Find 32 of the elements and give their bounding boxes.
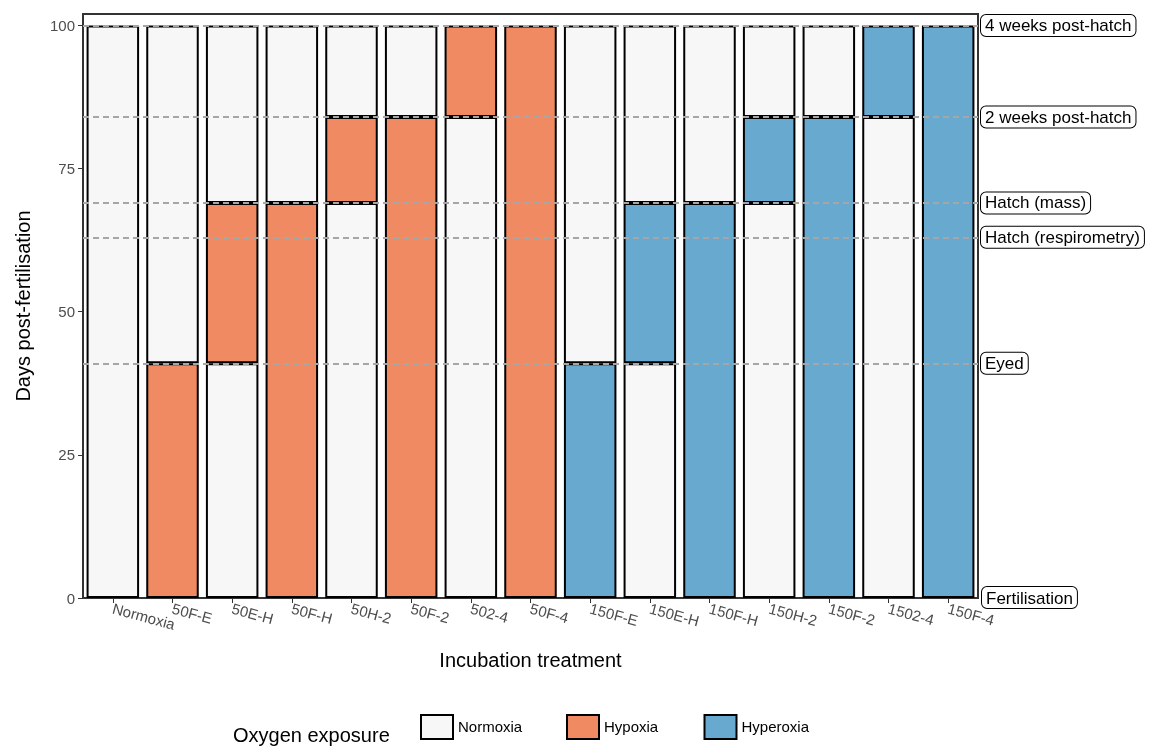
ref-line-label: Eyed (985, 353, 1024, 373)
y-tick-label: 75 (58, 160, 75, 178)
y-axis-title: Days post-fertilisation (12, 210, 34, 402)
bar (86, 25, 140, 598)
y-tick-label: 100 (49, 16, 75, 34)
legend-label: Hypoxia (604, 718, 659, 735)
bar (504, 25, 557, 598)
x-axis-title: Incubation treatment (439, 649, 623, 671)
x-tick-label: 150F-2 (826, 599, 877, 629)
legend-title: Oxygen exposure (233, 724, 390, 746)
x-tick-label: 150E-H (647, 599, 702, 630)
bar (921, 25, 975, 598)
y-tick-label: 50 (58, 303, 75, 321)
text: Fertilisation (986, 589, 1073, 608)
ref-line-label: Hatch (respirometry) (985, 227, 1140, 247)
x-tick-label: 150F-H (707, 599, 761, 630)
legend-label: Hyperoxia (741, 718, 810, 735)
x-tick-label: 150H-2 (766, 599, 819, 629)
legend-label: Normoxia (458, 718, 523, 735)
x-tick-label: 50H-2 (349, 599, 394, 627)
ref-line-label: 2 weeks post-hatch (985, 107, 1132, 127)
x-tick-label: 502-4 (468, 599, 511, 627)
x-tick-label: 150F-E (587, 599, 640, 629)
ref-line-label: 4 weeks post-hatch (985, 15, 1132, 35)
x-tick-label: 50E-H (229, 599, 276, 628)
x-tick-label: 1502-4 (886, 599, 936, 629)
x-tick-label: 50F-2 (408, 599, 452, 627)
ref-line-label: Hatch (mass) (985, 193, 1087, 213)
y-tick-label: 25 (58, 446, 75, 464)
x-tick-label: 50F-4 (528, 599, 571, 627)
x-tick-label: 50F-H (289, 599, 335, 628)
y-tick-label: 0 (66, 589, 75, 607)
